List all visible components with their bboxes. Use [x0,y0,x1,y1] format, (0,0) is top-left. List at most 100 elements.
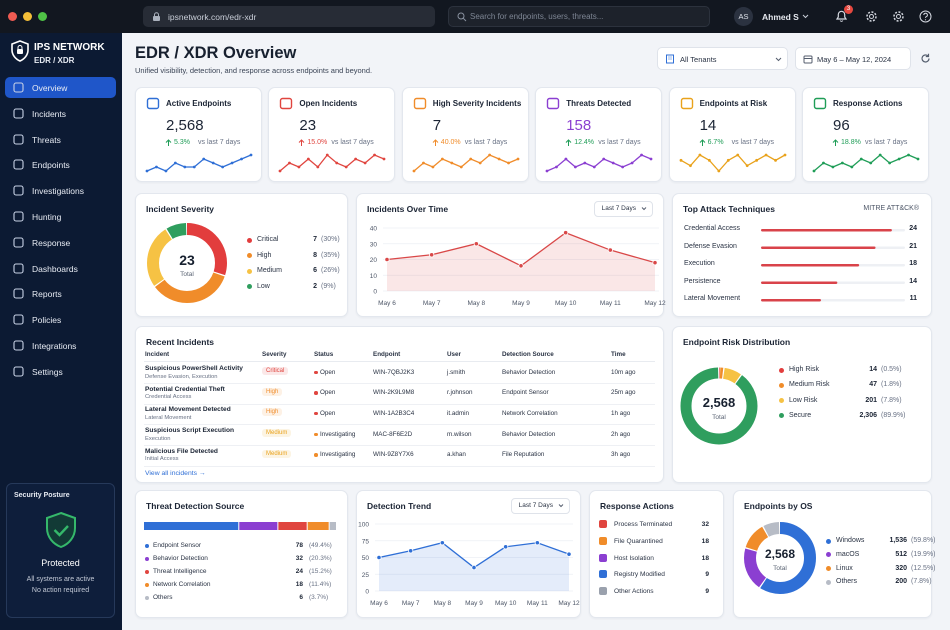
building-icon [666,54,674,64]
spark-point [288,161,292,165]
user-name[interactable]: Ahmed S [762,12,799,22]
window-dot[interactable] [38,12,47,21]
spark-point [164,169,168,173]
chart [545,153,653,173]
card-title: Response Actions [600,501,674,511]
tenant-select[interactable]: All Tenants [657,47,788,70]
bar [761,264,860,267]
nav-label: Incidents [32,108,67,119]
spark-point [316,165,320,169]
legend-value: 24 [295,568,303,575]
refresh-icon[interactable] [920,53,931,64]
incidents-over-time-card: Incidents Over Time Last 7 Days 0 10 20 30 40 M… [356,193,666,317]
settings-icon[interactable] [865,10,878,23]
sparkline [680,154,785,172]
nav-label: Hunting [32,212,62,222]
kpi-value: 23 [299,117,317,134]
url-box[interactable]: ipsnetwork.com/edr-xdr [143,6,435,27]
spark-point [354,157,358,161]
nav-item[interactable]: Endpoints [5,154,116,175]
spark-point [183,165,187,169]
legend-value: 78 [295,542,303,549]
chart: 0 10 20 30 40 May 6 May 7 May 8 May 9 May 10 May 1… [370,226,666,308]
spark-point [698,153,701,157]
legend-swatch [145,556,149,561]
spark-point [773,158,777,162]
legend-label: Others [153,594,173,601]
nav-icon [13,314,24,325]
search-box[interactable]: Search for endpoints, users, threats... [448,6,710,27]
view-all-link[interactable]: View all incidents → [145,470,206,477]
nav-item[interactable]: Settings [5,361,116,382]
bell-icon[interactable] [835,9,848,23]
window-dot[interactable] [8,12,17,21]
spark-point [831,165,835,169]
column-header: Endpoint [373,351,401,358]
browser-bar: ipsnetwork.com/edr-xdr Search for endpoi… [0,0,950,33]
nav-item[interactable]: Incidents [5,103,116,124]
nav-item[interactable]: Investigations [5,180,116,201]
gear-icon[interactable] [892,10,905,23]
spark-point [783,153,786,157]
row-rule [144,403,655,405]
point [473,241,479,247]
range-select[interactable]: Last 7 Days [593,201,653,217]
legend-swatch [314,432,318,437]
legend-label: Low Risk [789,396,818,404]
spark-point [335,161,339,165]
nav-item[interactable]: Reports [5,283,116,304]
area [387,232,655,291]
up-arrow [299,139,305,146]
technique-label: Execution [684,260,715,267]
nav-item[interactable]: Response [5,232,116,253]
chart [13,340,24,351]
chart [13,288,24,299]
donut-segment [147,223,227,303]
range-select[interactable]: Last 7 Days [510,498,570,514]
help-icon[interactable] [919,10,932,23]
nav-item[interactable]: Hunting [5,206,116,227]
chart [13,366,24,377]
column-header: Severity [262,351,287,358]
y-tick-label: 75 [362,538,370,545]
spark-point [850,165,854,169]
nav-item[interactable]: Overview [5,77,116,98]
legend-pct: (49.4%) [309,542,332,549]
sparkline [813,154,919,172]
spark-point [916,157,920,161]
nav-item[interactable]: Integrations [5,335,116,356]
x-tick-label: May 6 [378,300,396,307]
avatar[interactable]: AS [734,7,753,26]
endpoint: WIN-7QBJ2K3 [373,368,415,376]
legend-label: Medium [257,267,282,275]
severity-pill: High [262,387,283,396]
nav-icon [13,108,24,119]
legend-value: 6 [299,594,303,601]
row-rule [144,424,655,426]
kpi-card: Active Endpoints 2,568 5.3% vs last 7 days [135,87,262,182]
point [429,252,435,258]
nav-item[interactable]: Threats [5,129,116,150]
y-tick-label: 20 [370,257,378,264]
spark-point [240,157,243,161]
nav-item[interactable]: Dashboards [5,258,116,279]
top-attack-card: Top Attack Techniques MITRE ATT&CK® Creden… [672,193,932,317]
y-tick-label: 0 [365,589,369,596]
kpi-label: High Severity Incidents [432,99,522,108]
nav-item[interactable]: Policies [5,309,116,330]
legend-value: 2,306 [859,411,877,419]
chart [412,153,520,173]
chart [13,263,24,274]
date-picker[interactable]: May 6 – May 12, 2024 [795,47,911,70]
card-title: Incident Severity [146,204,215,214]
spark-point [574,165,577,169]
window-dot[interactable] [23,12,32,21]
posture-status: Protected [41,558,80,568]
kpi-note: vs last 7 days [865,139,908,146]
nav-icon [13,185,24,196]
legend-label: Low [257,282,270,290]
card-title: Threat Detection Source [146,501,245,511]
notification-badge: 3 [844,5,853,14]
action-icon [599,536,607,545]
nav-icon [13,237,24,248]
